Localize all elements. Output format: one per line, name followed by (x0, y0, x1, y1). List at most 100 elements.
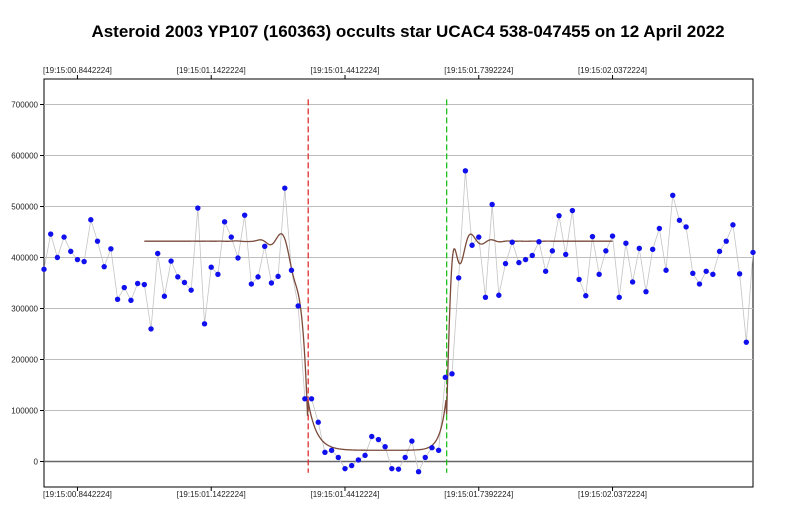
data-point (275, 273, 281, 280)
data-point (489, 201, 495, 208)
data-point (542, 268, 549, 274)
data-point (348, 462, 355, 469)
data-point (429, 445, 435, 451)
data-point (322, 449, 328, 456)
data-point (94, 238, 101, 244)
data-point (375, 436, 382, 443)
data-point (723, 238, 729, 244)
point-layer (41, 168, 756, 475)
data-point (583, 293, 589, 299)
data-point (282, 185, 288, 191)
data-point (683, 224, 689, 230)
x-tick-label-bottom: [19:15:02.0372224] (578, 490, 647, 499)
data-point (623, 240, 629, 246)
data-point (134, 280, 141, 287)
data-point (629, 279, 636, 285)
data-point (221, 219, 228, 225)
data-point (422, 454, 428, 461)
data-point (476, 234, 482, 240)
data-point (609, 233, 616, 239)
data-point (128, 297, 134, 304)
data-point (435, 447, 442, 453)
data-point (155, 250, 161, 257)
data-point (295, 303, 301, 309)
data-point (516, 259, 522, 266)
data-point (643, 288, 649, 295)
x-tick-label-top: [19:15:01.7392224] (444, 66, 513, 75)
data-point (395, 466, 402, 472)
data-point (730, 222, 736, 228)
data-point (268, 280, 275, 286)
data-point (750, 249, 756, 256)
data-point (649, 246, 656, 253)
data-point (195, 205, 201, 211)
y-tick-label: 100000 (11, 407, 38, 416)
data-point (262, 243, 268, 249)
data-point (576, 276, 582, 283)
x-tick-label-bottom: [19:15:01.1422224] (177, 490, 246, 499)
data-point (589, 233, 596, 240)
data-point (228, 234, 234, 240)
data-point (255, 274, 261, 280)
data-point (389, 465, 395, 472)
data-point (148, 326, 154, 332)
y-tick-label: 200000 (11, 356, 38, 365)
y-tick-label: 0 (34, 458, 39, 467)
data-point (743, 339, 750, 345)
data-point (736, 271, 743, 277)
data-point (670, 192, 676, 198)
data-point (121, 284, 127, 291)
data-point (81, 258, 87, 265)
data-point (248, 281, 255, 287)
x-tick-label-top: [19:15:01.1422224] (177, 66, 246, 75)
data-point (690, 270, 696, 277)
y-tick-label: 600000 (11, 152, 38, 161)
y-tick-label: 300000 (11, 305, 38, 314)
data-point (536, 238, 542, 245)
x-tick-label-top: [19:15:02.0372224] (578, 66, 647, 75)
data-point (449, 371, 455, 377)
data-point (522, 256, 529, 263)
data-point (101, 263, 107, 270)
data-point (462, 168, 469, 174)
data-point (315, 419, 321, 425)
data-point (369, 433, 375, 440)
data-point (61, 234, 67, 240)
data-point (188, 287, 194, 293)
data-point (355, 457, 362, 463)
data-point (241, 212, 248, 218)
data-point (382, 444, 388, 450)
data-point (88, 217, 94, 223)
data-point (175, 274, 181, 280)
data-point (402, 454, 408, 461)
x-tick-label-bottom: [19:15:01.4412224] (311, 490, 380, 499)
data-point (288, 267, 295, 273)
data-point (529, 252, 535, 259)
data-point (636, 245, 642, 252)
data-point (108, 246, 114, 252)
data-point (603, 248, 609, 254)
data-point (502, 260, 509, 267)
data-point (596, 271, 602, 278)
x-tick-label-top: [19:15:00.8442224] (43, 66, 112, 75)
data-point (549, 248, 556, 254)
data-point (703, 268, 709, 274)
data-point (656, 225, 663, 232)
data-point (415, 469, 422, 475)
data-point (455, 275, 462, 281)
data-point (663, 267, 669, 273)
y-tick-label: 500000 (11, 203, 38, 212)
data-point (342, 465, 348, 472)
data-point (181, 279, 188, 286)
y-tick-label: 700000 (11, 101, 38, 110)
grid-layer (44, 104, 753, 463)
data-point (563, 251, 569, 258)
data-point (556, 212, 562, 219)
y-tick-label: 400000 (11, 254, 38, 263)
data-point (442, 374, 449, 381)
data-point (569, 207, 576, 214)
x-tick-label-top: [19:15:01.4412224] (311, 66, 380, 75)
model-curve (144, 233, 613, 451)
x-tick-label-bottom: [19:15:01.7392224] (444, 490, 513, 499)
